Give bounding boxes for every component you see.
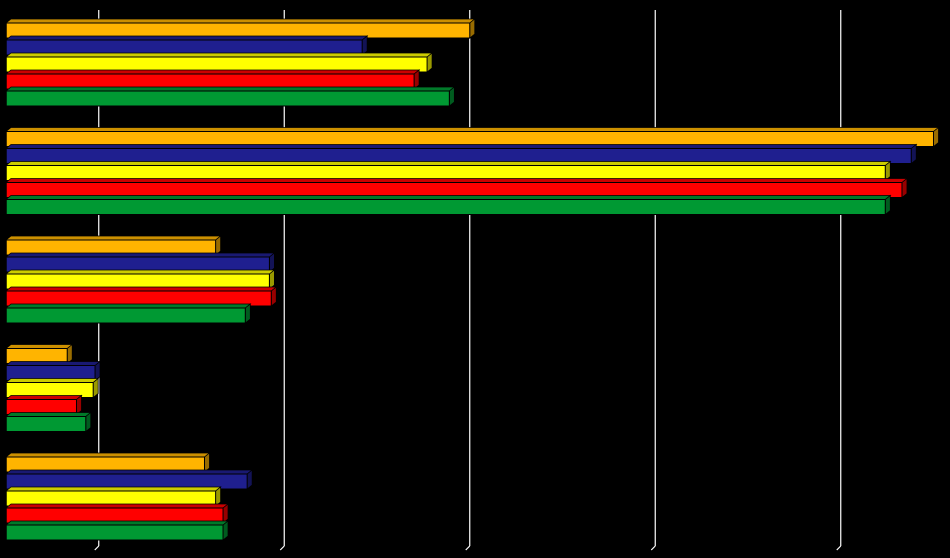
bar-g1-s5-top — [4, 86, 456, 92]
bar-g5-s3-top — [4, 486, 222, 492]
bar-g3-s5 — [5, 307, 246, 324]
bar-g3-s3-top — [4, 269, 276, 275]
gridline-foot-3 — [465, 545, 471, 551]
bar-g4-s1-top — [4, 344, 74, 349]
bar-g2-s1-top — [4, 127, 940, 132]
bar-g3-s2-top — [4, 252, 276, 258]
gridline-foot-4 — [650, 545, 656, 551]
gridline-foot-1 — [94, 545, 100, 551]
bar-g1-s5 — [5, 90, 450, 107]
bar-g1-s1-top — [4, 18, 476, 24]
bar-g3-s4-top — [4, 286, 278, 292]
bar-g2-s4-top — [4, 178, 909, 183]
bar-g2-s5 — [5, 199, 886, 215]
bar-g1-s4-top — [4, 69, 421, 75]
gridline-foot-2 — [279, 545, 285, 551]
bar-g5-s5-top — [4, 520, 230, 526]
gridline-foot-5 — [836, 545, 842, 551]
bar-g4-s5-top — [4, 412, 92, 417]
bar-g3-s5-top — [4, 303, 252, 309]
bar-g2-s2-top — [4, 144, 918, 149]
bar-g4-s4-top — [4, 395, 83, 400]
bar-g4-s3-top — [4, 378, 100, 383]
bar-g5-s4-top — [4, 503, 230, 509]
bar-g2-s5-top — [4, 195, 892, 200]
bar-g4-s2-top — [4, 361, 102, 366]
bar-g5-s2-top — [4, 469, 254, 475]
bar-g2-s3-top — [4, 161, 892, 166]
bar-g1-s3-top — [4, 52, 434, 58]
bar-g5-s1-top — [4, 452, 211, 458]
bar-g3-s1-top — [4, 235, 222, 241]
bar-g4-s5 — [5, 416, 87, 432]
bar-g5-s5 — [5, 524, 224, 541]
bar-g1-s2-top — [4, 35, 369, 41]
